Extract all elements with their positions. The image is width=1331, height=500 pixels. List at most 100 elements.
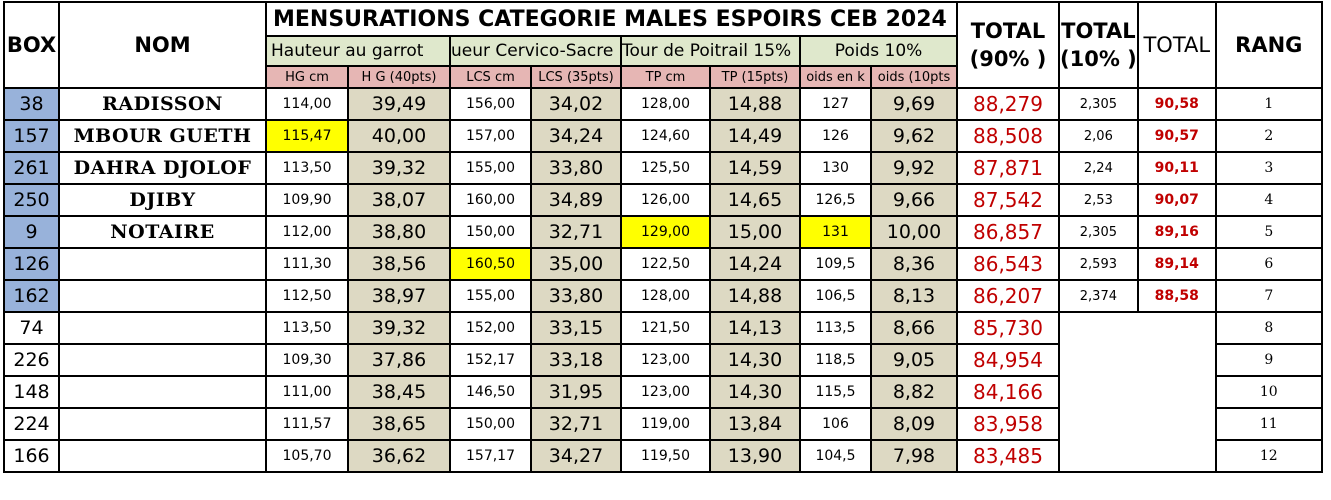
cell-rang: 8 — [1214, 311, 1323, 345]
table-row: 162 112,50 38,97 155,00 33,80 128,00 14,… — [3, 279, 1323, 313]
cell-hg-cm: 112,00 — [265, 215, 349, 249]
cell-lcs-pts: 33,15 — [530, 311, 622, 345]
cell-rang: 6 — [1214, 247, 1323, 281]
cell-total-90: 86,857 — [956, 215, 1060, 249]
cell-lcs-pts: 33,80 — [530, 151, 622, 185]
cell-rang: 11 — [1214, 407, 1323, 441]
cell-poids-kg: 131 — [799, 215, 872, 249]
cell-lcs-pts: 34,89 — [530, 183, 622, 217]
cell-poids-pts: 9,92 — [870, 151, 958, 185]
cell-tp-pts: 14,59 — [709, 151, 801, 185]
cell-tp-cm: 121,50 — [620, 311, 711, 345]
cell-total-90: 87,871 — [956, 151, 1060, 185]
cell-lcs-cm: 152,17 — [449, 343, 532, 377]
cell-total-90: 84,954 — [956, 343, 1060, 377]
cell-tp-pts: 14,24 — [709, 247, 801, 281]
cell-hg-cm: 111,00 — [265, 375, 349, 409]
cell-box: 148 — [3, 375, 60, 409]
cell-rang: 12 — [1214, 439, 1323, 473]
cell-lcs-pts: 34,24 — [530, 119, 622, 153]
cell-total-10: 2,06 — [1058, 119, 1139, 153]
table-row: 126 111,30 38,56 160,50 35,00 122,50 14,… — [3, 247, 1323, 281]
cell-lcs-pts: 34,02 — [530, 87, 622, 121]
cell-box: 9 — [3, 215, 60, 249]
unit-hg-cm: HG cm — [265, 65, 349, 89]
table-row: 157 MBOUR GUETH 115,47 40,00 157,00 34,2… — [3, 119, 1323, 153]
cell-poids-kg: 104,5 — [799, 439, 872, 473]
cell-lcs-cm: 157,17 — [449, 439, 532, 473]
cell-rang: 4 — [1214, 183, 1323, 217]
cell-hg-pts: 38,80 — [347, 215, 451, 249]
unit-tp-pts: TP (15pts) — [709, 65, 801, 89]
cell-lcs-cm: 150,00 — [449, 215, 532, 249]
cell-poids-kg: 109,5 — [799, 247, 872, 281]
cell-total-90: 88,279 — [956, 87, 1060, 121]
cell-poids-kg: 106 — [799, 407, 872, 441]
cell-total-10: 2,305 — [1058, 215, 1139, 249]
cell-poids-kg: 126,5 — [799, 183, 872, 217]
cell-box: 166 — [3, 439, 60, 473]
group-tour-poitrail: Tour de Poitrail 15% — [620, 35, 801, 67]
cell-box: 157 — [3, 119, 60, 153]
cell-tp-cm: 119,50 — [620, 439, 711, 473]
cell-total-10: 2,593 — [1058, 247, 1139, 281]
cell-total-90: 86,207 — [956, 279, 1060, 313]
cell-nom — [58, 311, 267, 345]
cell-tp-pts: 14,49 — [709, 119, 801, 153]
cell-lcs-pts: 32,71 — [530, 407, 622, 441]
cell-tp-pts: 13,90 — [709, 439, 801, 473]
cell-nom — [58, 439, 267, 473]
cell-box: 250 — [3, 183, 60, 217]
header-rang: RANG — [1214, 1, 1323, 89]
cell-total: 90,07 — [1136, 183, 1217, 217]
cell-hg-pts: 38,45 — [347, 375, 451, 409]
table-row: 261 DAHRA DJOLOF 113,50 39,32 155,00 33,… — [3, 151, 1323, 185]
cell-total-90: 85,730 — [956, 311, 1060, 345]
cell-nom — [58, 279, 267, 313]
cell-lcs-pts: 34,27 — [530, 439, 622, 473]
cell-poids-kg: 130 — [799, 151, 872, 185]
unit-poids-pts: oids (10pts — [870, 65, 958, 89]
cell-rang: 5 — [1214, 215, 1323, 249]
cell-lcs-cm: 146,50 — [449, 375, 532, 409]
table-row: 38 RADISSON 114,00 39,49 156,00 34,02 12… — [3, 87, 1323, 121]
cell-tp-cm: 119,00 — [620, 407, 711, 441]
cell-hg-pts: 40,00 — [347, 119, 451, 153]
cell-rang: 10 — [1214, 375, 1323, 409]
cell-hg-pts: 39,49 — [347, 87, 451, 121]
table-row: 9 NOTAIRE 112,00 38,80 150,00 32,71 129,… — [3, 215, 1323, 249]
cell-poids-kg: 113,5 — [799, 311, 872, 345]
cell-box: 74 — [3, 311, 60, 345]
cell-nom — [58, 407, 267, 441]
header-total-90-line1: TOTAL — [970, 19, 1046, 43]
cell-tp-cm: 123,00 — [620, 343, 711, 377]
cell-hg-pts: 39,32 — [347, 151, 451, 185]
cell-total: 89,14 — [1136, 247, 1217, 281]
cell-tp-pts: 14,65 — [709, 183, 801, 217]
cell-hg-pts: 38,65 — [347, 407, 451, 441]
cell-poids-pts: 10,00 — [870, 215, 958, 249]
cell-tp-pts: 14,30 — [709, 375, 801, 409]
cell-nom — [58, 343, 267, 377]
cell-rang: 2 — [1214, 119, 1323, 153]
cell-nom: DJIBY — [58, 183, 267, 217]
cell-lcs-cm: 155,00 — [449, 279, 532, 313]
cell-nom: NOTAIRE — [58, 215, 267, 249]
cell-nom — [58, 247, 267, 281]
cell-lcs-cm: 152,00 — [449, 311, 532, 345]
cell-tp-pts: 14,13 — [709, 311, 801, 345]
cell-total-90: 88,508 — [956, 119, 1060, 153]
header-total-10-line1: TOTAL — [1061, 19, 1136, 43]
cell-rang: 7 — [1214, 279, 1323, 313]
table-row: 224 111,57 38,65 150,00 32,71 119,00 13,… — [3, 407, 1323, 441]
header-total-90-line2: (90% ) — [969, 47, 1047, 71]
cell-total: 90,11 — [1136, 151, 1217, 185]
cell-poids-pts: 8,36 — [870, 247, 958, 281]
cell-poids-pts: 9,62 — [870, 119, 958, 153]
cell-tp-pts: 14,88 — [709, 87, 801, 121]
cell-tp-pts: 15,00 — [709, 215, 801, 249]
cell-rang: 1 — [1214, 87, 1323, 121]
cell-tp-cm: 128,00 — [620, 87, 711, 121]
cell-total: 90,57 — [1136, 119, 1217, 153]
cell-poids-kg: 127 — [799, 87, 872, 121]
